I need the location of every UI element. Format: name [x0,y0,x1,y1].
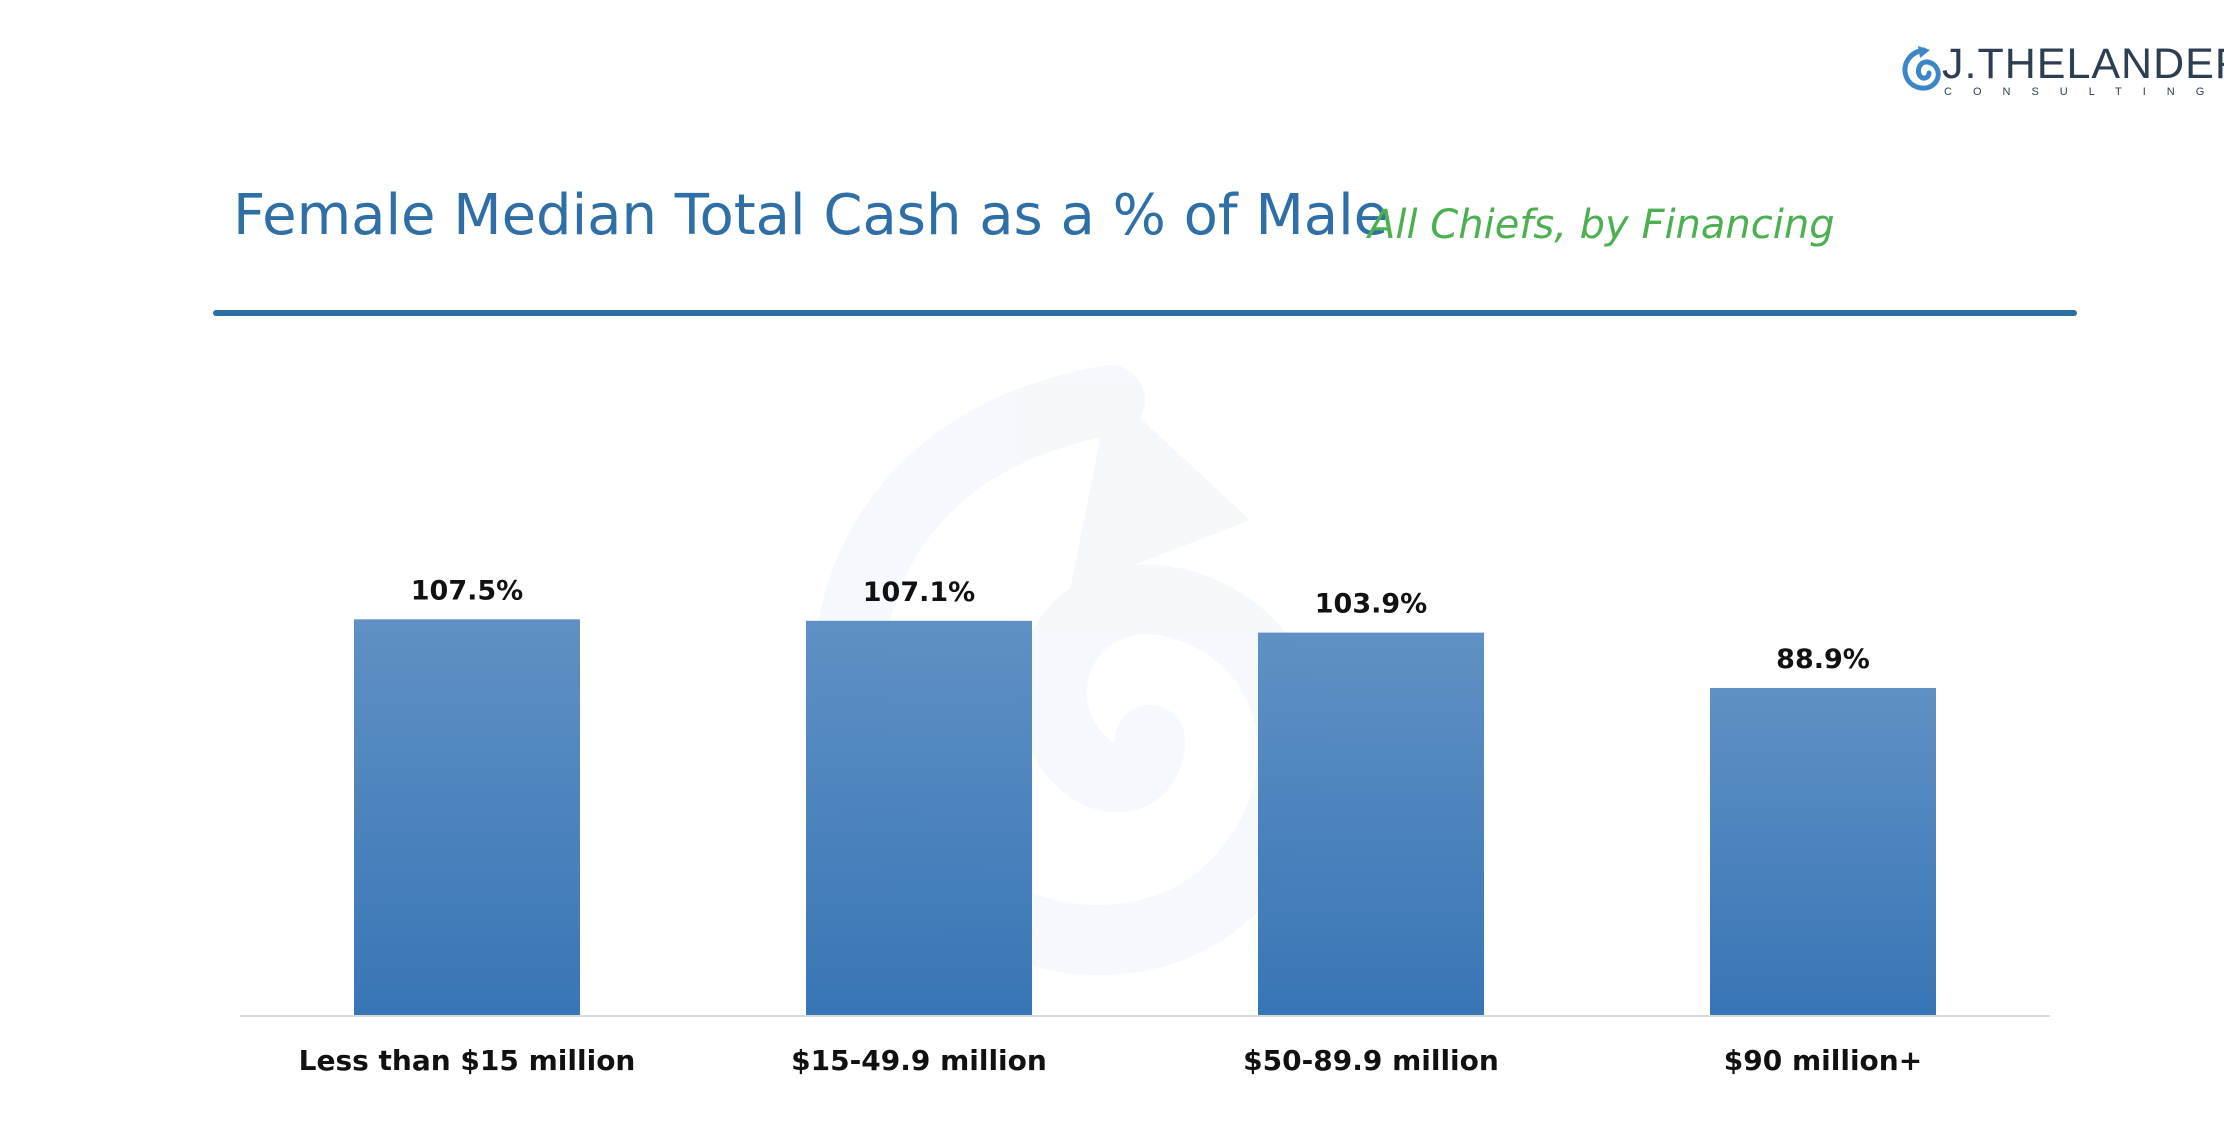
title-divider [213,310,2077,316]
category-label: $90 million+ [1724,1044,1922,1077]
company-logo: J.THELANDER CONSULTING [1896,40,2224,100]
category-label: Less than $15 million [299,1044,636,1077]
category-label: $15-49.9 million [791,1044,1047,1077]
data-label: 107.5% [411,575,523,606]
chart-subtitle: All Chiefs, by Financing [1368,202,1835,248]
spiral-icon [1902,46,1941,91]
bar [1710,687,1936,1016]
data-label: 107.1% [863,577,975,608]
bar [1258,632,1484,1016]
chart-title: Female Median Total Cash as a % of Male [233,183,1389,248]
bar [354,619,580,1016]
logo-tagline: CONSULTING [1944,86,2224,98]
logo-name: J.THELANDER [1942,40,2224,88]
data-label: 88.9% [1776,644,1870,675]
category-label: $50-89.9 million [1243,1044,1499,1077]
data-label: 103.9% [1315,589,1427,620]
bar [806,620,1032,1016]
